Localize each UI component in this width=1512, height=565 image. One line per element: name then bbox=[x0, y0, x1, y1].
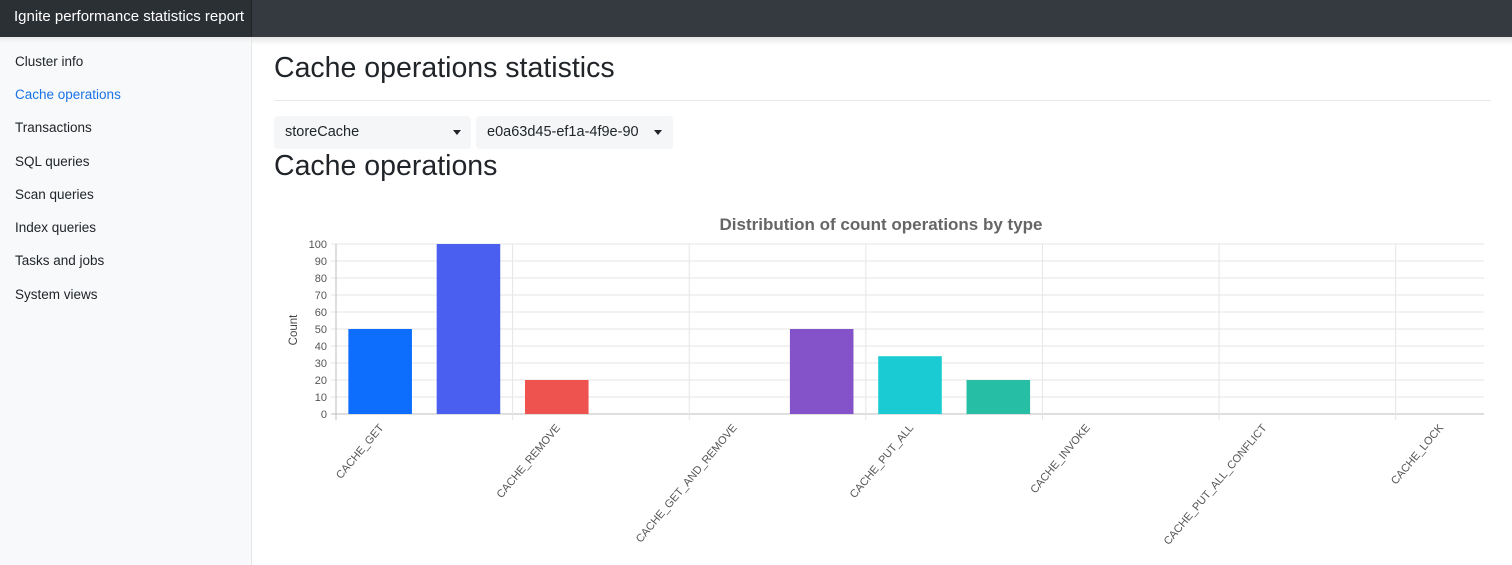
chart-title: Distribution of count operations by type bbox=[720, 215, 1043, 234]
x-tick-label: CACHE_REMOVE bbox=[495, 422, 564, 500]
sidebar-item-tasks-and-jobs[interactable]: Tasks and jobs bbox=[15, 253, 105, 268]
sidebar-item-system-views[interactable]: System views bbox=[15, 287, 98, 302]
x-tick-label: CACHE_INVOKE bbox=[1028, 422, 1093, 496]
x-tick-label: CACHE_PUT_ALL_CONFLICT bbox=[1162, 422, 1270, 547]
y-tick-label: 50 bbox=[315, 324, 327, 336]
bar-cache-put bbox=[436, 244, 501, 414]
app-title[interactable]: Ignite performance statistics report bbox=[0, 0, 252, 37]
y-tick-label: 60 bbox=[315, 307, 327, 319]
x-tick-label: CACHE_GET_AND_REMOVE bbox=[634, 422, 740, 545]
section-title: Cache operations bbox=[274, 150, 498, 182]
top-navbar: Ignite performance statistics report bbox=[0, 0, 1512, 37]
y-tick-label: 70 bbox=[315, 290, 327, 302]
node-select-value: e0a63d45-ef1a-4f9e-90 bbox=[487, 124, 639, 140]
cache-select-dropdown[interactable]: storeCache bbox=[274, 116, 471, 149]
bar-cache-remove-all bbox=[966, 380, 1031, 414]
y-tick-label: 80 bbox=[315, 273, 327, 285]
chevron-down-icon bbox=[654, 130, 662, 135]
cache-select-value: storeCache bbox=[285, 124, 360, 140]
chevron-down-icon bbox=[453, 130, 461, 135]
node-select-dropdown[interactable]: e0a63d45-ef1a-4f9e-90 bbox=[476, 116, 673, 149]
sidebar: Cluster info Cache operations Transactio… bbox=[0, 37, 252, 565]
page-title: Cache operations statistics bbox=[274, 52, 615, 84]
bar-cache-put-all bbox=[878, 356, 942, 414]
sidebar-item-transactions[interactable]: Transactions bbox=[15, 120, 92, 135]
y-axis-label: Count bbox=[288, 314, 300, 345]
y-tick-label: 0 bbox=[321, 409, 327, 421]
x-tick-label: CACHE_PUT_ALL bbox=[848, 422, 917, 500]
y-tick-label: 90 bbox=[315, 256, 327, 268]
sidebar-item-cache-operations[interactable]: Cache operations bbox=[15, 87, 121, 102]
sidebar-item-scan-queries[interactable]: Scan queries bbox=[15, 187, 94, 202]
y-tick-label: 10 bbox=[315, 392, 327, 404]
sidebar-item-sql-queries[interactable]: SQL queries bbox=[15, 154, 90, 169]
y-tick-label: 40 bbox=[315, 341, 327, 353]
bar-cache-remove bbox=[524, 380, 589, 414]
title-divider bbox=[274, 100, 1491, 101]
bar-cache-get bbox=[348, 329, 412, 414]
y-tick-label: 30 bbox=[315, 358, 327, 370]
header-shadow bbox=[252, 37, 1512, 45]
sidebar-item-cluster-info[interactable]: Cluster info bbox=[15, 54, 84, 69]
sidebar-item-index-queries[interactable]: Index queries bbox=[15, 220, 97, 235]
cache-operations-bar-chart: Distribution of count operations by type… bbox=[288, 215, 1484, 547]
y-tick-label: 20 bbox=[315, 375, 327, 387]
bar-cache-get-all bbox=[789, 329, 854, 414]
x-tick-label: CACHE_GET bbox=[334, 422, 387, 481]
x-tick-label: CACHE_LOCK bbox=[1389, 422, 1447, 487]
y-tick-label: 100 bbox=[309, 239, 327, 251]
